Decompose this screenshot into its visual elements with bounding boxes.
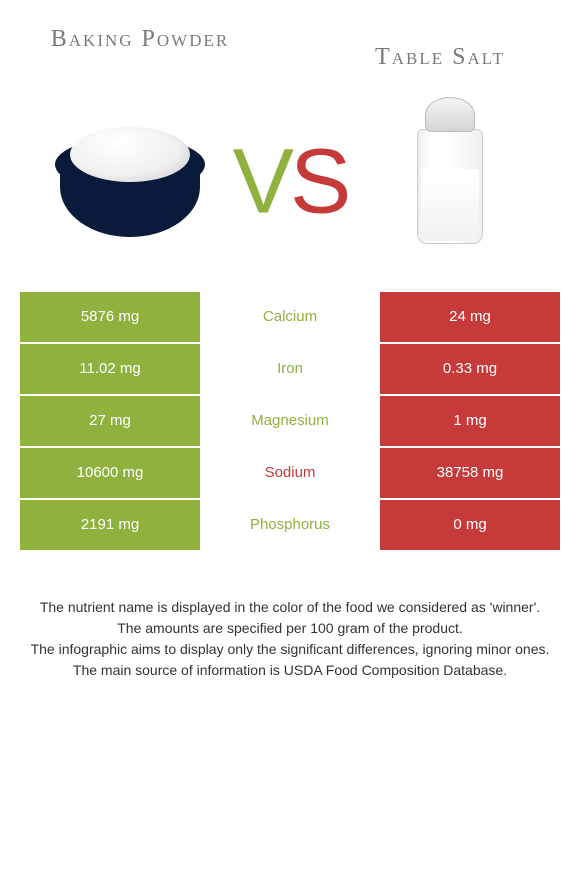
cell-left-value: 5876 mg bbox=[20, 292, 200, 342]
cell-nutrient-name: Phosphorus bbox=[200, 500, 380, 550]
table-row: 10600 mgSodium38758 mg bbox=[20, 448, 560, 500]
table-row: 5876 mgCalcium24 mg bbox=[20, 292, 560, 344]
comparison-table: 5876 mgCalcium24 mg11.02 mgIron0.33 mg27… bbox=[20, 292, 560, 552]
footer-line-3: The infographic aims to display only the… bbox=[30, 639, 550, 660]
title-left: Baking Powder bbox=[40, 25, 240, 54]
cell-nutrient-name: Calcium bbox=[200, 292, 380, 342]
header: Baking Powder Table Salt bbox=[0, 0, 580, 72]
footer-notes: The nutrient name is displayed in the co… bbox=[0, 552, 580, 681]
cell-right-value: 0.33 mg bbox=[380, 344, 560, 394]
baking-powder-image bbox=[40, 87, 220, 267]
cell-left-value: 10600 mg bbox=[20, 448, 200, 498]
images-row: VS bbox=[0, 72, 580, 292]
footer-line-2: The amounts are specified per 100 gram o… bbox=[30, 618, 550, 639]
vs-v: V bbox=[233, 130, 290, 232]
cell-right-value: 38758 mg bbox=[380, 448, 560, 498]
vs-s: S bbox=[290, 130, 347, 232]
table-row: 2191 mgPhosphorus0 mg bbox=[20, 500, 560, 552]
cell-nutrient-name: Iron bbox=[200, 344, 380, 394]
footer-line-1: The nutrient name is displayed in the co… bbox=[30, 597, 550, 618]
cell-nutrient-name: Magnesium bbox=[200, 396, 380, 446]
cell-right-value: 1 mg bbox=[380, 396, 560, 446]
table-row: 27 mgMagnesium1 mg bbox=[20, 396, 560, 448]
title-right: Table Salt bbox=[340, 25, 540, 72]
cell-left-value: 27 mg bbox=[20, 396, 200, 446]
cell-right-value: 0 mg bbox=[380, 500, 560, 550]
cell-left-value: 11.02 mg bbox=[20, 344, 200, 394]
cell-left-value: 2191 mg bbox=[20, 500, 200, 550]
cell-right-value: 24 mg bbox=[380, 292, 560, 342]
footer-line-4: The main source of information is USDA F… bbox=[30, 660, 550, 681]
vs-label: VS bbox=[233, 129, 348, 234]
cell-nutrient-name: Sodium bbox=[200, 448, 380, 498]
table-salt-image bbox=[360, 87, 540, 267]
table-row: 11.02 mgIron0.33 mg bbox=[20, 344, 560, 396]
